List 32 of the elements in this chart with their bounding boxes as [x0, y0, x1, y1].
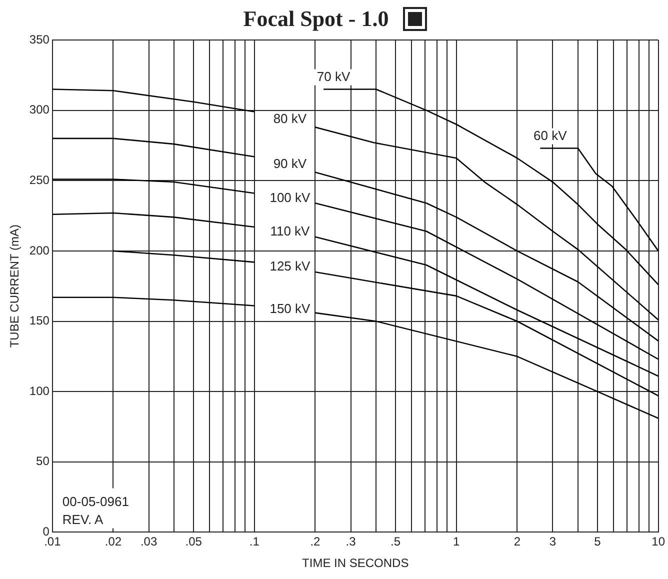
x-tick-label: .3 [346, 534, 356, 549]
series-label: 80 kV [273, 111, 307, 126]
x-tick-label: .1 [249, 534, 260, 549]
x-axis-title: TIME IN SECONDS [302, 556, 409, 570]
y-tick-label: 250 [29, 172, 50, 187]
series-label: 60 kV [534, 128, 568, 143]
y-tick-label: 100 [29, 384, 50, 398]
x-tick-label: 1 [453, 534, 460, 549]
y-tick-label: 300 [29, 102, 50, 117]
y-tick-label: 350 [29, 32, 50, 46]
x-tick-label: 2 [514, 534, 521, 549]
y-axis-title: TUBE CURRENT (mA) [8, 224, 22, 348]
series-label: 90 kV [273, 156, 307, 172]
x-tick-label: .03 [140, 534, 158, 549]
x-tick-label: 3 [549, 534, 556, 549]
x-tick-label: .2 [310, 534, 321, 549]
x-tick-label: .5 [390, 534, 401, 549]
series-label: 100 kV [270, 190, 311, 205]
x-tick-label: 5 [594, 534, 602, 549]
series-label: 125 kV [270, 258, 311, 274]
y-tick-label: 200 [29, 243, 50, 258]
y-tick-label: 150 [29, 314, 50, 328]
annotation: REV. A [62, 512, 104, 527]
chart-title: Focal Spot - 1.0 [243, 6, 389, 32]
annotation: 00-05-0961 [62, 494, 129, 509]
x-tick-label: 10 [652, 534, 666, 549]
x-tick-label: .02 [104, 534, 122, 549]
series-label: 150 kV [270, 300, 311, 316]
y-tick-label: 50 [36, 454, 50, 468]
series-label: 110 kV [270, 224, 310, 239]
x-tick-label: .05 [185, 534, 202, 549]
series-label: 70 kV [316, 68, 350, 84]
